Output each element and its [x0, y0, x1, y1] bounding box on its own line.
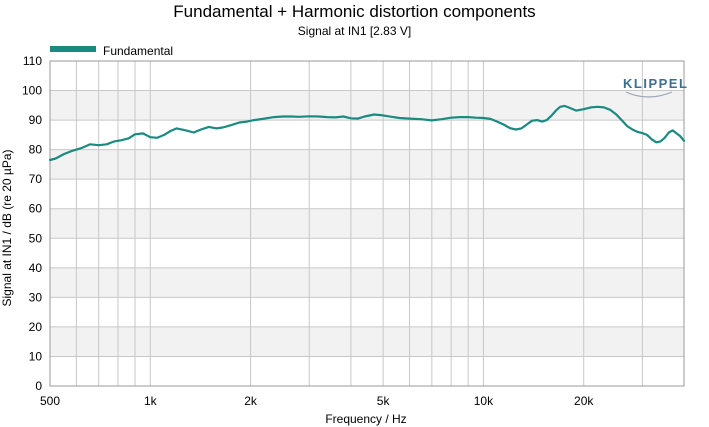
- y-tick-label: 80: [29, 143, 43, 157]
- y-tick-label: 0: [35, 379, 42, 393]
- grid-band: [50, 149, 684, 180]
- y-tick-label: 20: [29, 320, 43, 334]
- x-axis-label: Frequency / Hz: [325, 412, 406, 426]
- klippel-logo: KLIPPEL: [623, 76, 688, 98]
- klippel-logo-swoosh: [625, 91, 673, 98]
- y-tick-label: 10: [29, 349, 43, 363]
- x-tick-label: 1k: [144, 394, 158, 408]
- grid-band: [50, 326, 684, 357]
- grid-band: [50, 238, 684, 268]
- y-tick-label: 100: [22, 84, 42, 98]
- legend-label-fundamental: Fundamental: [103, 44, 173, 58]
- grid-band: [50, 61, 684, 91]
- grid-band: [50, 297, 684, 327]
- x-tick-label: 20k: [574, 394, 594, 408]
- y-tick-label: 110: [23, 54, 42, 68]
- grid-band: [50, 179, 684, 209]
- y-tick-label: 50: [29, 231, 43, 245]
- x-tick-label: 2k: [244, 394, 258, 408]
- legend: Fundamental: [50, 44, 173, 58]
- x-tick-label: 10k: [474, 394, 494, 408]
- klippel-logo-text: KLIPPEL: [623, 76, 688, 91]
- x-tick-label: 500: [40, 394, 60, 408]
- x-tick-labels: 500 1k 2k 5k 10k 20k: [40, 394, 594, 408]
- plot-bands: [50, 61, 684, 386]
- series-layer: [48, 104, 686, 162]
- y-tick-label: 60: [29, 202, 43, 216]
- legend-swatch-fundamental: [50, 46, 96, 52]
- x-tick-label: 5k: [377, 394, 391, 408]
- grid-band: [50, 120, 684, 150]
- y-tick-label: 90: [29, 113, 43, 127]
- plot-frame: [49, 60, 685, 387]
- grid-band: [50, 208, 684, 239]
- chart-subtitle: Signal at IN1 [2.83 V]: [297, 24, 412, 38]
- y-tick-label: 70: [29, 172, 43, 186]
- chart-title: Fundamental + Harmonic distortion compon…: [173, 2, 536, 21]
- y-tick-label: 30: [29, 290, 43, 304]
- series-line-fundamental: [48, 104, 686, 162]
- y-axis-label: Signal at IN1 / dB (re 20 µPa): [0, 150, 14, 307]
- grid-band: [50, 267, 684, 298]
- y-tick-label: 40: [29, 261, 43, 275]
- grid-band: [50, 356, 684, 386]
- y-tick-labels: 0 10 20 30 40 50 60 70 80 90 100 110: [22, 54, 42, 393]
